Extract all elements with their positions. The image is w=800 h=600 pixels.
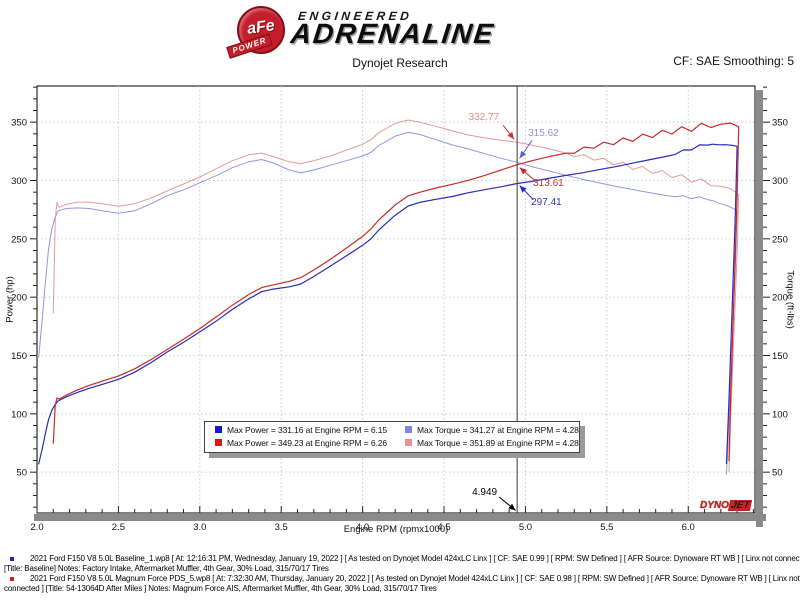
arrow-cursor-rpm-head [508,503,516,511]
smoothing-label: CF: SAE Smoothing: 5 [673,54,794,68]
y-tick-label-left: 350 [11,118,27,129]
legend-label: Max Power = 331.16 at Engine RPM = 6.15 [227,424,388,435]
arrow-power-baseline-head [519,185,527,193]
arrow-torque-magnum-head [507,131,515,140]
report-title: Dynojet Research [352,56,448,70]
arrow-torque-baseline-head [519,150,527,159]
y-tick-label-right: 300 [772,176,788,187]
legend-item-3: Max Torque = 351.89 at Engine RPM = 4.28 [395,438,579,448]
run2-info-line1: 2021 Ford F150 V8 5.0L Magnum Force PDS_… [30,574,800,583]
dynojet-logo-jet: JET [727,500,753,511]
arrow-power-magnum-head [519,167,527,175]
legend-swatch-icon [405,426,412,433]
legend-item-1: Max Torque = 341.27 at Engine RPM = 4.28 [395,425,579,435]
y-tick-label-left: 200 [11,293,27,304]
curve-torque-baseline [38,131,738,475]
run2-bullet-icon [10,577,14,581]
readout-torque-magnum: 332.77 [468,112,500,124]
x-tick-label: 3.0 [193,522,206,533]
readout-torque-baseline: 315.62 [528,128,559,140]
y-tick-label-right: 50 [772,468,783,479]
y-axis-label-torque: Torque (ft-lbs) [784,270,796,329]
y-tick-label-left: 300 [11,176,27,187]
y-tick-label-right: 100 [772,409,788,420]
x-tick-label: 5.0 [519,522,532,533]
x-tick-label: 2.5 [112,522,125,533]
run1-info-line2: [Title: Baseline] Notes: Factory Intake,… [4,564,329,573]
y-tick-label-right: 350 [772,118,788,129]
run2-info-line2: connected ] [Title: 54-13064D After Mile… [4,584,437,593]
y-tick-label-left: 150 [11,351,27,362]
x-tick-label: 4.0 [356,522,369,533]
x-tick-label: 4.5 [437,522,450,533]
legend-swatch-icon [215,439,222,446]
frame-shadow-right [756,90,763,527]
legend-item-0: Max Power = 331.16 at Engine RPM = 6.15 [205,425,395,435]
legend-box[interactable]: Max Power = 331.16 at Engine RPM = 6.15 M… [204,421,580,453]
dynojet-logo: DYNOJET [700,500,753,511]
readout-power-magnum: 313.61 [533,177,564,189]
frame-shadow-bottom [34,514,766,521]
dynojet-logo-dyno: DYNO [700,500,729,511]
chart-canvas: 50 50 100 100 150 150 200 200 250 250 300 300 350 350… [11,85,788,533]
y-tick-label-right: 150 [772,351,788,362]
curve-power-magnum [52,122,740,462]
legend-label: Max Torque = 351.89 at Engine RPM = 4.28 [417,437,579,448]
curve-torque-magnum [52,119,740,473]
y-axis-label-power: Power (hp) [4,276,16,323]
x-axis-label: Engine RPM (rpmx1000) [343,524,449,535]
y-tick-label-right: 200 [772,293,788,304]
y-tick-label-right: 250 [772,234,788,245]
run1-info-line1: 2021 Ford F150 V8 5.0L Baseline_1.wp8 [ … [30,554,800,563]
curve-power-baseline [38,143,738,465]
legend-swatch-icon [405,439,412,446]
x-tick-label: 3.5 [275,522,288,533]
legend-label: Max Torque = 341.27 at Engine RPM = 4.28 [417,424,579,435]
y-tick-label-left: 50 [16,468,27,479]
legend-item-2: Max Power = 349.23 at Engine RPM = 6.26 [205,438,395,448]
legend-swatch-icon [215,426,222,433]
cursor-rpm-label: 4.949 [472,487,498,498]
x-tick-label: 5.5 [600,522,613,533]
x-tick-label: 2.0 [30,522,43,533]
x-tick-label: 6.0 [682,522,695,533]
run1-bullet-icon [10,557,14,561]
readout-power-baseline: 297.41 [531,196,562,208]
y-tick-label-left: 100 [11,409,27,420]
afe-power-logo: aFe POWER [226,6,285,59]
y-tick-label-left: 250 [11,234,27,245]
legend-label: Max Power = 349.23 at Engine RPM = 6.26 [227,437,388,448]
